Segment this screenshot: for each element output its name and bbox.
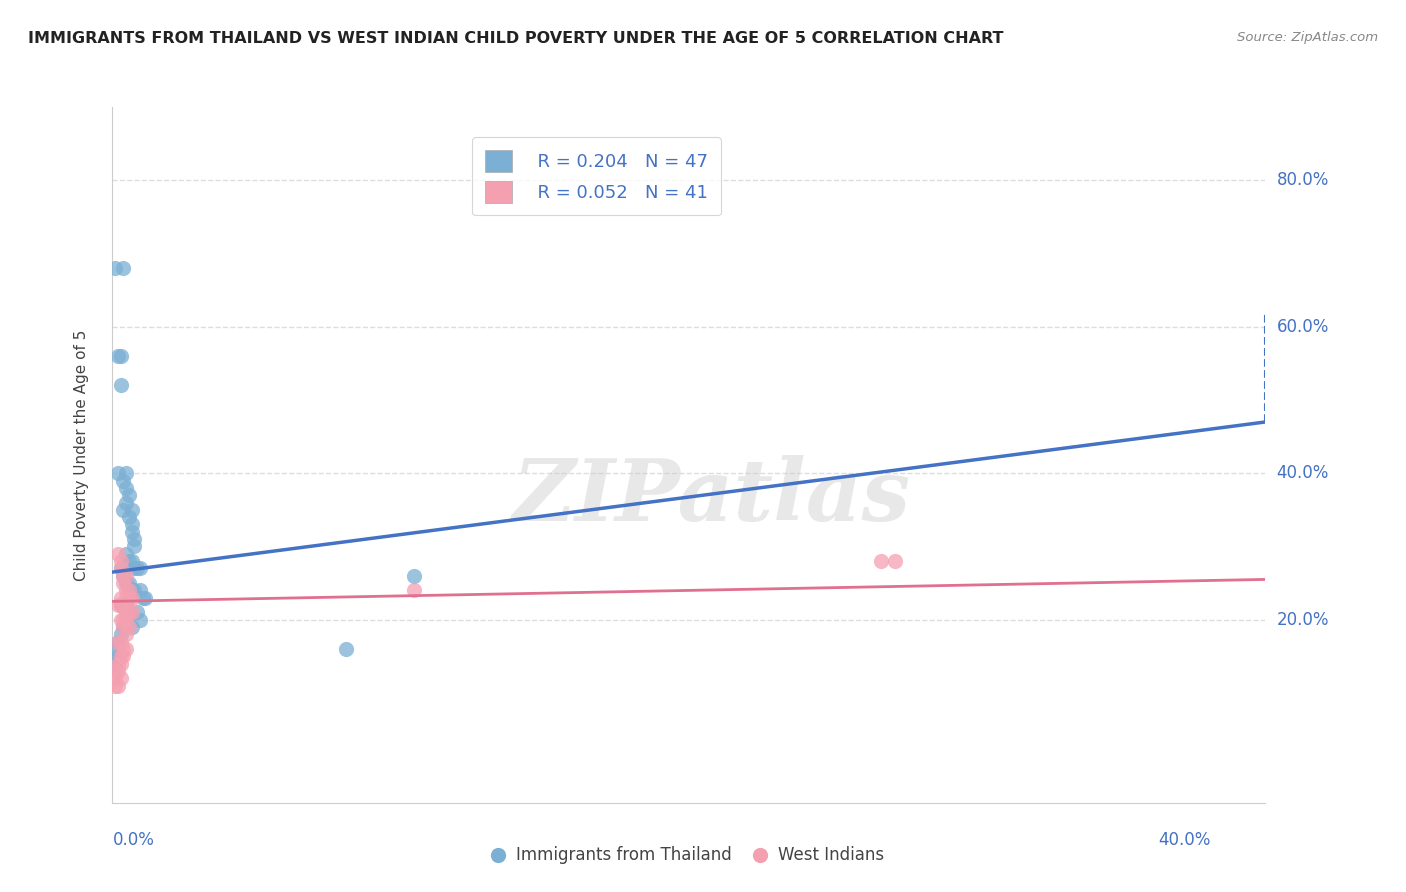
Point [121,524,143,539]
Point [112,474,135,488]
Point [112,620,135,634]
Point [131,591,153,605]
Point [110,671,132,685]
Point [129,583,152,598]
Point [110,627,132,641]
Point [118,591,141,605]
Point [110,378,132,392]
Point [118,606,141,620]
Point [870,554,893,568]
Point [110,349,132,363]
Point [107,467,129,481]
Point [127,606,149,620]
Point [115,467,138,481]
Text: ZIPatlas: ZIPatlas [513,455,911,539]
Point [115,627,138,641]
Point [124,540,146,554]
Point [112,598,135,612]
Point [121,517,143,532]
Legend: Immigrants from Thailand, West Indians: Immigrants from Thailand, West Indians [486,839,891,871]
Point [107,349,129,363]
Point [121,620,143,634]
Point [110,598,132,612]
Point [104,664,127,678]
Point [404,583,426,598]
Text: 80.0%: 80.0% [1277,171,1329,189]
Point [118,583,141,598]
Text: IMMIGRANTS FROM THAILAND VS WEST INDIAN CHILD POVERTY UNDER THE AGE OF 5 CORRELA: IMMIGRANTS FROM THAILAND VS WEST INDIAN … [28,31,1004,46]
Point [112,649,135,664]
Point [110,657,132,671]
Point [112,568,135,582]
Point [110,554,132,568]
Point [124,532,146,546]
Point [335,642,357,657]
Point [115,613,138,627]
Point [118,510,141,524]
Point [118,576,141,591]
Point [107,634,129,648]
Y-axis label: Child Poverty Under the Age of 5: Child Poverty Under the Age of 5 [75,329,89,581]
Point [124,583,146,598]
Point [112,261,135,276]
Point [112,568,135,582]
Point [121,583,143,598]
Point [118,606,141,620]
Point [115,583,138,598]
Point [110,649,132,664]
Point [110,634,132,648]
Text: 40.0%: 40.0% [1277,464,1329,483]
Point [115,481,138,495]
Text: 60.0%: 60.0% [1277,318,1329,335]
Point [134,591,156,605]
Point [115,568,138,582]
Point [110,591,132,605]
Point [404,568,426,582]
Point [112,613,135,627]
Point [104,657,127,671]
Point [107,634,129,648]
Point [107,649,129,664]
Point [118,554,141,568]
Point [104,261,127,276]
Point [107,547,129,561]
Point [115,591,138,605]
Point [124,561,146,575]
Point [112,576,135,591]
Point [107,679,129,693]
Point [112,642,135,657]
Point [115,606,138,620]
Point [104,671,127,685]
Point [121,503,143,517]
Point [110,561,132,575]
Point [115,547,138,561]
Point [107,598,129,612]
Point [121,606,143,620]
Point [104,642,127,657]
Point [115,642,138,657]
Point [112,620,135,634]
Point [104,679,127,693]
Point [112,503,135,517]
Text: 40.0%: 40.0% [1159,830,1211,848]
Point [127,561,149,575]
Point [110,613,132,627]
Point [107,657,129,671]
Point [110,598,132,612]
Point [121,554,143,568]
Point [115,598,138,612]
Point [129,561,152,575]
Point [115,495,138,509]
Text: Source: ZipAtlas.com: Source: ZipAtlas.com [1237,31,1378,45]
Point [110,561,132,575]
Point [115,576,138,591]
Point [883,554,905,568]
Point [118,620,141,634]
Point [121,591,143,605]
Point [107,664,129,678]
Point [118,488,141,502]
Point [129,613,152,627]
Text: 20.0%: 20.0% [1277,611,1329,629]
Text: 0.0%: 0.0% [112,830,155,848]
